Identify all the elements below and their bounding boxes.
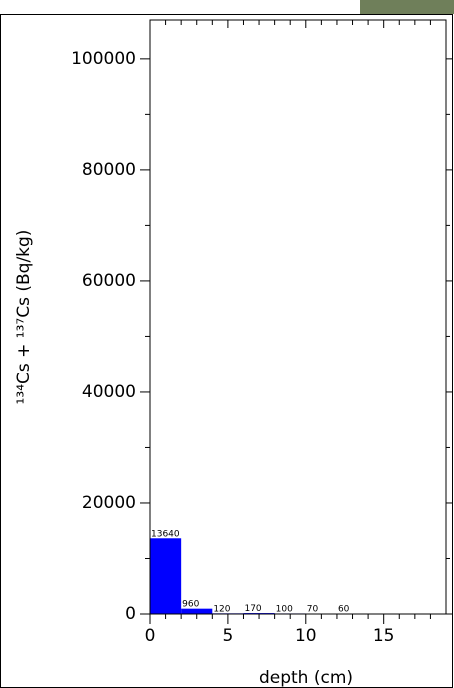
value-label: 13640	[151, 529, 180, 539]
bar	[150, 538, 181, 614]
value-label: 960	[182, 600, 199, 610]
y-tick-label: 80000	[82, 160, 136, 180]
x-tick-label: 0	[145, 626, 156, 646]
y-tick-label: 0	[125, 604, 136, 624]
x-tick-label: 15	[373, 626, 395, 646]
y-tick-label: 20000	[82, 493, 136, 513]
value-label: 120	[213, 604, 230, 614]
plot-frame	[150, 20, 446, 614]
x-tick-label: 5	[222, 626, 233, 646]
x-tick-label: 10	[295, 626, 317, 646]
corner-image	[360, 0, 454, 14]
chart: depth (cm) ¹³⁴Cs + ¹³⁷Cs (Bq/kg) 13640 96…	[0, 0, 454, 688]
value-label: 170	[244, 604, 261, 614]
value-label: 60	[338, 605, 350, 615]
y-tick-label: 60000	[82, 271, 136, 291]
panel-border	[1, 15, 453, 688]
y-tick-label: 100000	[71, 49, 136, 69]
x-axis-label: depth (cm)	[259, 668, 353, 688]
y-tick-label: 40000	[82, 382, 136, 402]
value-label: 70	[307, 605, 319, 615]
value-label: 100	[276, 604, 293, 614]
y-axis-label: ¹³⁴Cs + ¹³⁷Cs (Bq/kg)	[14, 230, 34, 405]
